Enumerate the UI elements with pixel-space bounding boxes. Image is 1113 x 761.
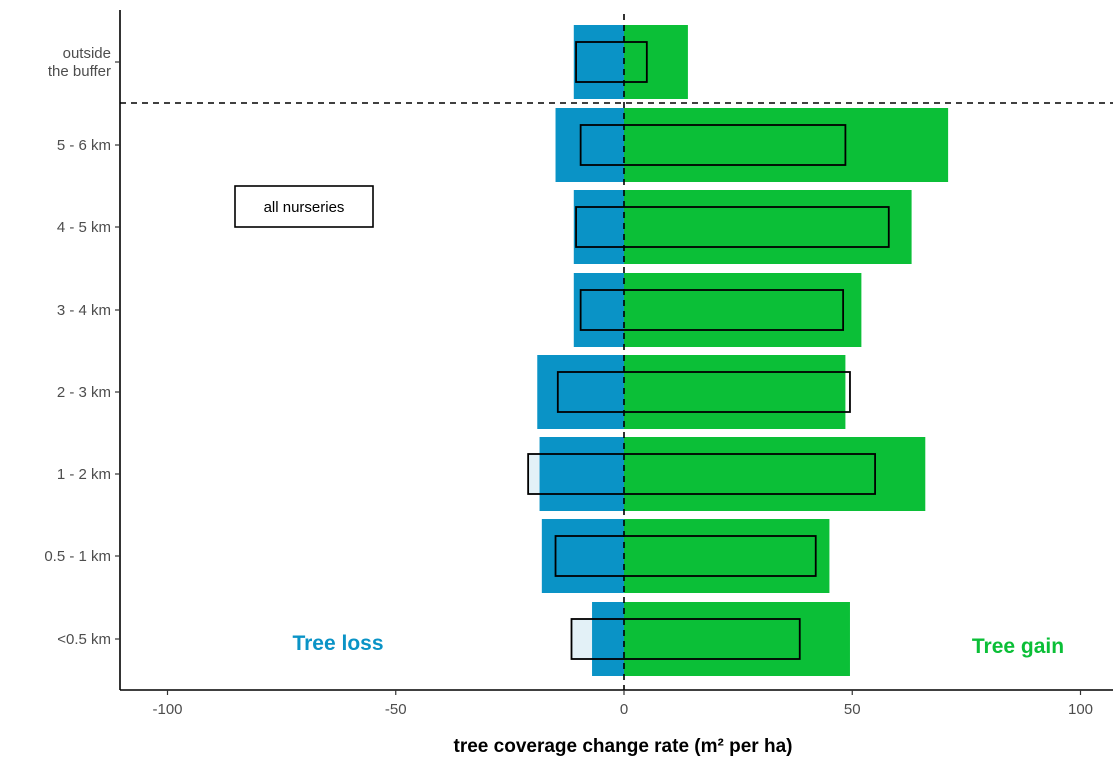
nurseries-outline-bar [575,206,890,248]
nurseries-outline-bar [554,535,817,577]
y-tick-label: 2 - 3 km [57,384,111,401]
gain-bar [624,355,846,429]
loss-bar [573,273,624,347]
nurseries-label-box: all nurseries [234,185,374,228]
y-tick-label: outside the buffer [48,45,111,80]
x-tick-labels: -100 -50 0 50 100 [152,701,1093,718]
y-tick-label: 4 - 5 km [57,219,111,236]
x-tick-label: 0 [620,701,628,718]
gain-bar [624,437,926,511]
gain-bar [624,273,862,347]
outlined-bars-layer [527,41,890,660]
tree-gain-label: Tree gain [972,635,1064,658]
loss-bar [573,25,624,99]
x-tick-label: 100 [1068,701,1093,718]
gain-bar [624,519,830,593]
gain-bar [624,108,949,182]
axes-layer [115,10,1113,695]
nurseries-outline-bar [579,289,845,331]
gain-bar [624,25,688,99]
y-tick-label: 3 - 4 km [57,302,111,319]
loss-bar [573,190,624,264]
x-tick-label: -100 [152,701,182,718]
bars-layer [528,25,949,676]
y-tick-label-line: outside [63,45,111,62]
gain-bar [624,190,912,264]
y-tick-label: 0.5 - 1 km [44,548,111,565]
y-tick-label: 1 - 2 km [57,466,111,483]
x-tick-label: -50 [385,701,407,718]
nurseries-label-frame [234,185,374,228]
x-tick-label: 50 [844,701,861,718]
nurseries-outline-bar [575,41,648,83]
tree-loss-label: Tree loss [292,632,383,655]
nurseries-label-text: all nurseries [264,199,345,216]
y-tick-label: <0.5 km [57,631,111,648]
loss-bar [541,519,624,593]
loss-bar [555,108,624,182]
loss-outline-fill [528,454,540,494]
y-tick-label: 5 - 6 km [57,137,111,154]
nurseries-outline-bar [570,618,801,660]
nurseries-outline-bar [556,371,851,413]
loss-bar [539,437,624,511]
y-tick-label-line: the buffer [48,63,111,80]
nurseries-outline-bar [527,453,876,495]
nurseries-outline-bar [579,124,847,166]
y-tick-labels: outside the buffer 5 - 6 km 4 - 5 km 3 - 4 k… [44,45,111,648]
x-axis-title: tree coverage change rate (m² per ha) [454,736,793,757]
gain-bar [624,602,850,676]
loss-bar [592,602,624,676]
loss-outline-fill [571,619,593,659]
loss-bar [537,355,624,429]
